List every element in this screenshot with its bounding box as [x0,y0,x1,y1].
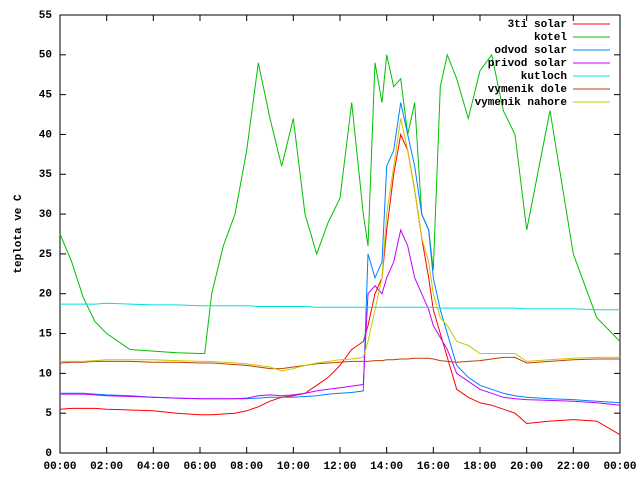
y-tick-label: 30 [39,209,52,221]
series-line [59,132,621,436]
x-tick-label: 06:00 [183,461,216,473]
y-axis-label: teplota ve C [13,194,25,274]
legend-label: vymenik dole [488,84,568,96]
series-line [60,228,621,406]
legend-label: 3ti solar [508,19,567,31]
series-line [59,53,621,354]
x-tick-label: 14:00 [370,461,403,473]
x-tick-label: 20:00 [510,461,543,473]
legend-label: vymenik nahore [475,97,568,109]
x-tick-label: 10:00 [277,461,310,473]
y-tick-label: 5 [45,408,52,420]
legend-label: privod solar [488,58,567,70]
y-tick-label: 55 [39,10,53,22]
y-tick-label: 20 [39,289,52,301]
y-tick-label: 35 [39,169,53,181]
x-tick-label: 22:00 [557,461,590,473]
x-tick-label: 08:00 [230,461,263,473]
y-tick-label: 15 [39,328,53,340]
series-line [60,102,621,404]
legend-label: kutloch [521,71,567,83]
legend-label: kotel [534,32,567,44]
x-tick-label: 00:00 [603,461,636,473]
y-tick-label: 10 [39,368,52,380]
y-tick-label: 45 [39,90,53,102]
x-tick-label: 12:00 [323,461,356,473]
y-tick-label: 50 [39,50,52,62]
x-tick-label: 18:00 [463,461,496,473]
y-tick-label: 40 [39,129,52,141]
x-tick-label: 16:00 [417,461,450,473]
series-line [60,118,620,372]
series-line [59,356,620,370]
y-tick-label: 25 [39,249,53,261]
y-tick-label: 0 [45,448,52,460]
series-line [60,302,620,311]
legend-label: odvod solar [494,45,567,57]
x-tick-label: 02:00 [90,461,123,473]
x-tick-label: 00:00 [43,461,76,473]
x-tick-label: 04:00 [137,461,170,473]
